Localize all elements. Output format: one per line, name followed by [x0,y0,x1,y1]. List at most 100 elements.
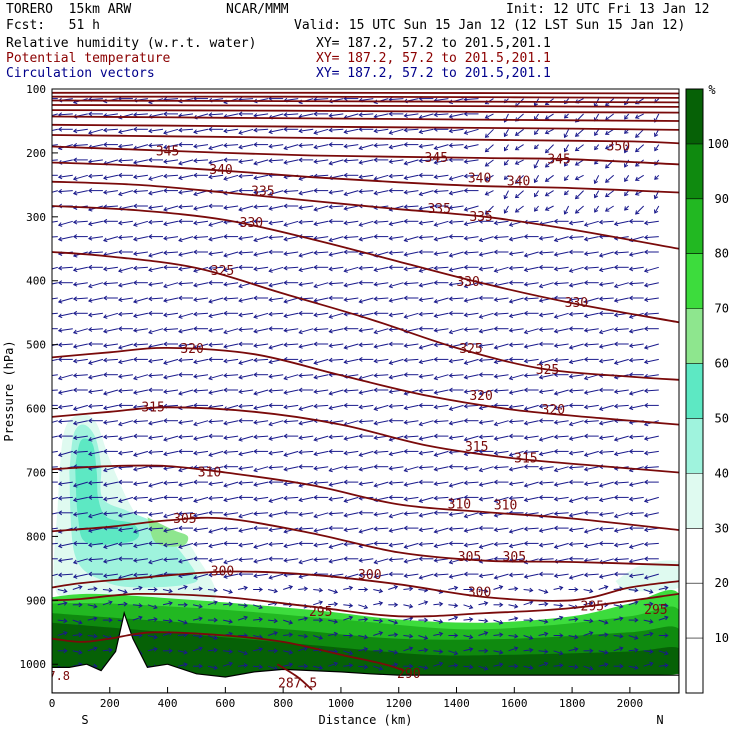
y-tick-label: 800 [26,530,46,543]
vector-arrow [344,190,359,196]
vector-arrowhead [148,358,153,364]
vector-arrowhead [493,541,498,547]
vector-arrow [434,573,449,576]
vector-arrow [628,601,638,606]
vector-arrowhead [388,221,393,227]
vector-arrow [88,297,104,302]
vector-arrow [494,542,509,545]
vector-arrowhead [409,663,414,669]
vector-arrowhead [553,544,559,549]
vector-arrow [479,358,494,361]
vector-arrowhead [88,389,93,395]
vector-arrowhead [238,327,243,332]
vector-arrowhead [313,465,318,471]
vector-arrow [329,205,344,208]
vector-arrowhead [72,406,78,411]
vector-arrow [449,573,464,578]
vector-arrowhead [563,133,569,139]
vector-arrowhead [88,298,93,303]
vector-arrowhead [469,587,474,592]
vector-arrowhead [208,160,213,165]
vector-arrowhead [619,646,624,652]
vector-arrow [584,404,599,408]
vector-arrow [449,420,464,425]
vector-arrowhead [523,310,528,316]
vector-arrowhead [44,115,47,119]
vector-arrowhead [559,633,564,638]
vector-arrowhead [57,452,63,457]
vector-arrow [177,663,188,667]
vector-arrowhead [373,559,378,565]
vector-arrow [605,144,614,150]
vector-arrowhead [478,314,484,319]
vector-arrowhead [208,375,213,381]
vector-arrowhead [213,600,218,605]
vector-arrow [628,589,638,591]
vector-arrowhead [448,219,453,225]
vector-arrow [178,496,194,500]
vector-arrowhead [118,498,123,503]
vector-arrowhead [403,328,408,334]
vector-arrowhead [44,130,47,134]
vector-arrowhead [433,572,438,578]
vector-arrow [419,205,434,210]
vector-arrow [284,542,299,547]
vector-arrow [193,450,209,454]
vector-arrowhead [343,512,348,518]
vector-arrowhead [213,635,218,640]
vector-arrowhead [298,574,303,579]
vector-arrow [299,527,314,530]
vector-arrowhead [568,344,574,350]
vector-arrowhead [148,190,153,196]
vector-arrow [584,496,599,499]
vector-arrowhead [253,328,258,334]
vector-arrowhead [403,372,408,378]
vector-arrowhead [313,144,318,150]
vector-arrowhead [208,126,213,132]
vector-arrowhead [298,559,303,565]
vector-arrow [419,496,434,502]
vector-arrowhead [634,176,640,181]
vector-arrowhead [493,373,499,379]
vector-arrowhead [44,327,47,331]
vector-arrowhead [538,403,543,409]
vector-arrow [193,343,209,349]
vector-arrow [389,358,404,364]
vector-arrowhead [343,436,348,441]
vector-arrow [584,542,599,547]
vector-arrowhead [538,465,544,471]
colorbar-tick-label: 50 [715,411,729,425]
vector-arrow [314,512,329,518]
vector-arrowhead [358,189,363,194]
vector-arrowhead [523,406,529,411]
vector-arrowhead [598,449,604,455]
vector-arrowhead [328,314,333,319]
vector-arrow [192,604,203,608]
vector-arrowhead [298,497,303,503]
colorbar-unit: % [708,83,716,97]
vector-arrow [433,633,443,636]
vector-arrow [118,466,133,469]
vector-arrowhead [493,575,499,580]
vector-arrowhead [343,541,348,547]
vector-arrow [239,542,254,546]
vector-arrow [73,512,88,516]
theta-label: 320 [469,389,492,404]
colorbar-tick-label: 100 [707,137,729,151]
vector-arrowhead [298,157,303,163]
vector-arrowhead [72,559,78,565]
vector-arrowhead [463,389,468,395]
vector-arrow [554,358,569,361]
vector-arrow [178,128,194,131]
vector-arrowhead [598,219,604,225]
vector-arrow [389,174,404,177]
vector-arrow [52,420,58,423]
vector-arrow [404,174,419,179]
vector-arrowhead [153,604,158,610]
vector-arrowhead [148,296,153,302]
vector-arrow [509,266,524,269]
vector-arrow [269,466,284,469]
vector-arrowhead [598,497,604,503]
vector-arrowhead [313,298,318,303]
vector-arrow [564,174,569,181]
